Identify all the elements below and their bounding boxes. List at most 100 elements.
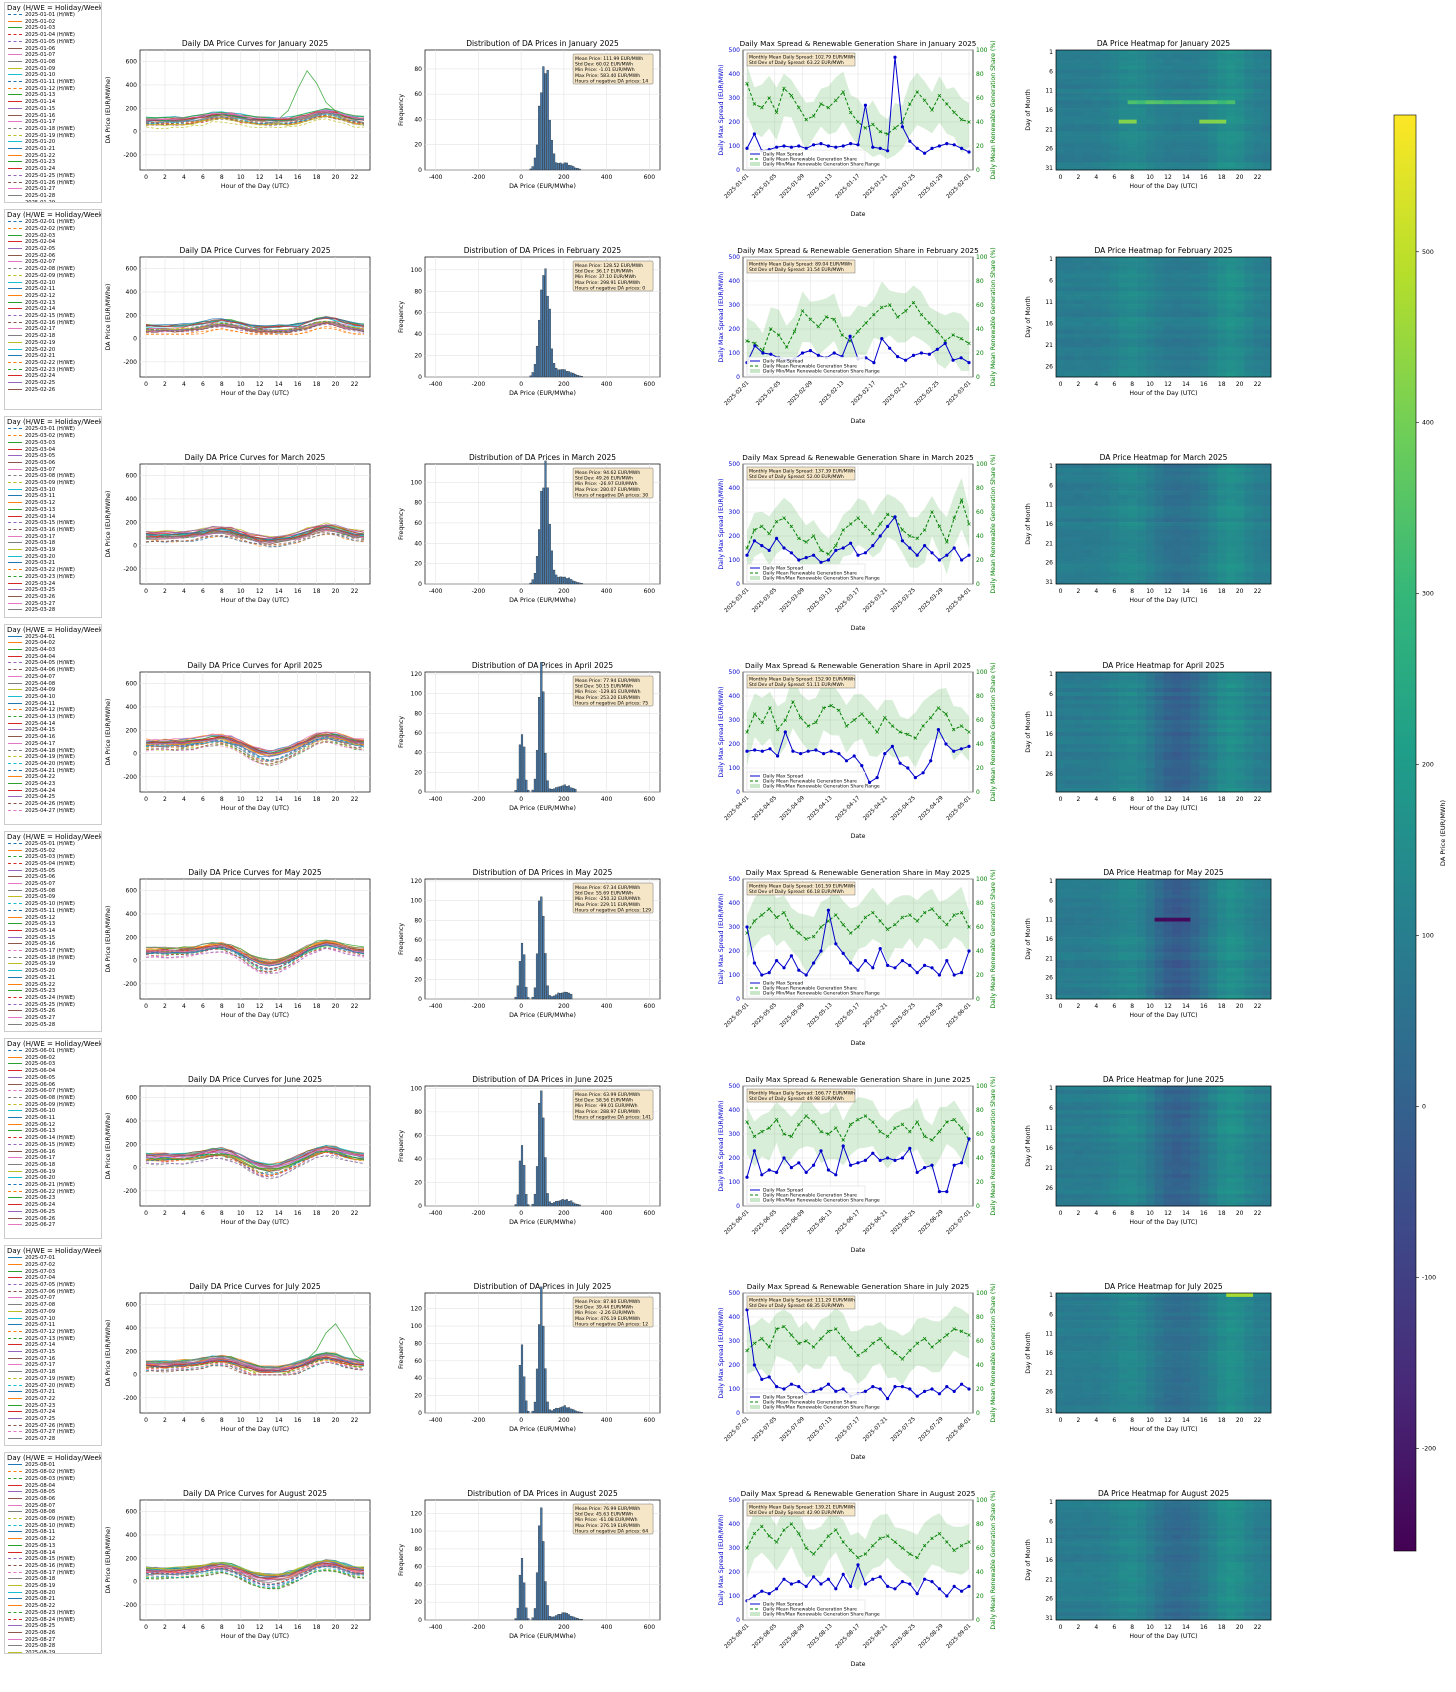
heat-cell <box>1127 687 1137 692</box>
hist-bar <box>555 162 558 171</box>
heat-cell <box>1226 104 1236 109</box>
heat-cell <box>1199 334 1209 339</box>
heat-cell <box>1199 576 1209 581</box>
heat-cell <box>1127 747 1137 752</box>
heat-cell <box>1091 683 1102 688</box>
renewable-marker <box>885 927 890 931</box>
heat-cell <box>1145 545 1155 550</box>
heat-cell <box>1109 703 1120 708</box>
heat-cell <box>1199 351 1209 357</box>
legend-item-label: 2025-01-14 <box>25 99 56 106</box>
renewable-marker <box>936 705 941 710</box>
heat-cell <box>1181 50 1191 55</box>
heat-cell <box>1064 534 1075 539</box>
heat-cell <box>1064 671 1075 676</box>
x-axis-label: DA Price (EUR/MWhe) <box>509 390 576 397</box>
heat-cell <box>1181 787 1191 792</box>
heat-cell <box>1082 96 1093 101</box>
heat-cell <box>1208 534 1218 539</box>
hist-bar <box>553 995 556 999</box>
legend-item-label: 2025-02-08 (H/WE) <box>25 266 75 273</box>
legend-line-swatch <box>8 107 22 109</box>
heat-cell <box>1127 491 1137 496</box>
renewable-marker <box>863 126 868 130</box>
heat-cell <box>1056 342 1066 348</box>
legend-item-label: 2025-05-12 <box>25 914 56 921</box>
heat-cell <box>1109 295 1120 301</box>
heat-cell <box>1190 131 1200 136</box>
heat-cell <box>1217 325 1227 331</box>
heat-cell <box>1109 355 1120 361</box>
spread-marker <box>826 144 830 148</box>
heat-cell <box>1235 158 1245 163</box>
heat-cell <box>1226 719 1236 724</box>
heat-cell <box>1163 69 1173 74</box>
heat-cell <box>1073 522 1084 527</box>
heat-cell <box>1056 506 1066 512</box>
heat-cell <box>1109 549 1120 554</box>
heat-cell <box>1199 561 1209 566</box>
heat-cell <box>1073 576 1084 581</box>
heat-cell <box>1244 580 1254 585</box>
heat-cell <box>1199 158 1209 163</box>
heat-cell <box>1091 723 1102 728</box>
heat-cell <box>1073 135 1084 140</box>
heat-cell <box>1226 541 1236 546</box>
renewable-marker <box>937 525 942 529</box>
heat-cell <box>1145 104 1155 109</box>
heat-cell <box>1190 146 1200 151</box>
heat-cell <box>1082 368 1093 374</box>
heat-cell <box>1145 69 1155 74</box>
heat-cell <box>1082 687 1093 692</box>
heat-cell <box>1181 671 1191 676</box>
heat-cell <box>1118 576 1128 581</box>
heat-cell <box>1181 679 1191 684</box>
heat-cell <box>1253 522 1263 527</box>
heat-cell <box>1208 135 1218 140</box>
heat-cell <box>1056 80 1066 86</box>
heat-cell <box>1154 913 1164 918</box>
heat-cell <box>1262 711 1272 716</box>
heat-cell <box>1064 464 1075 469</box>
legend-item-label: 2025-01-24 <box>25 166 56 173</box>
heat-cell <box>1064 270 1075 275</box>
spread-marker <box>888 346 892 350</box>
heat-cell <box>1208 287 1218 292</box>
heat-cell <box>1073 683 1084 688</box>
x-tick-label: -200 <box>472 588 486 595</box>
heat-cell <box>1091 894 1102 899</box>
y-axis-label: Day of Month <box>1025 711 1032 753</box>
heat-cell <box>1253 683 1263 688</box>
heat-cell <box>1100 711 1111 716</box>
spread-marker <box>752 539 756 543</box>
spread-marker <box>952 143 956 147</box>
heat-cell <box>1208 894 1218 899</box>
heat-cell <box>1109 142 1120 148</box>
heat-cell <box>1244 925 1254 930</box>
heat-cell <box>1217 537 1227 543</box>
y2-tick-label: 0 <box>976 581 980 588</box>
heat-cell <box>1208 522 1218 527</box>
hist-bar <box>529 168 532 171</box>
spread-marker <box>890 744 894 748</box>
hist-bar <box>542 915 545 999</box>
heat-cell <box>1208 526 1218 531</box>
heat-cell <box>1073 506 1084 512</box>
heat-cell <box>1172 368 1182 374</box>
heat-cell <box>1163 522 1173 527</box>
heat-cell <box>1172 671 1182 676</box>
heat-cell <box>1172 902 1182 907</box>
heat-cell <box>1064 549 1075 554</box>
legend-item: 2025-02-01 (H/WE) <box>5 219 101 226</box>
heat-cell <box>1190 108 1200 113</box>
legend-item: 2025-01-22 <box>5 153 101 160</box>
spread-marker <box>832 351 836 355</box>
heat-cell <box>1217 699 1227 704</box>
heat-cell <box>1100 360 1111 365</box>
heat-cell <box>1091 142 1102 148</box>
heat-cell <box>1154 274 1164 279</box>
renewable-marker <box>885 513 890 517</box>
hist-bar <box>580 583 583 585</box>
heat-cell <box>1073 150 1084 155</box>
heat-cell <box>1056 679 1066 684</box>
